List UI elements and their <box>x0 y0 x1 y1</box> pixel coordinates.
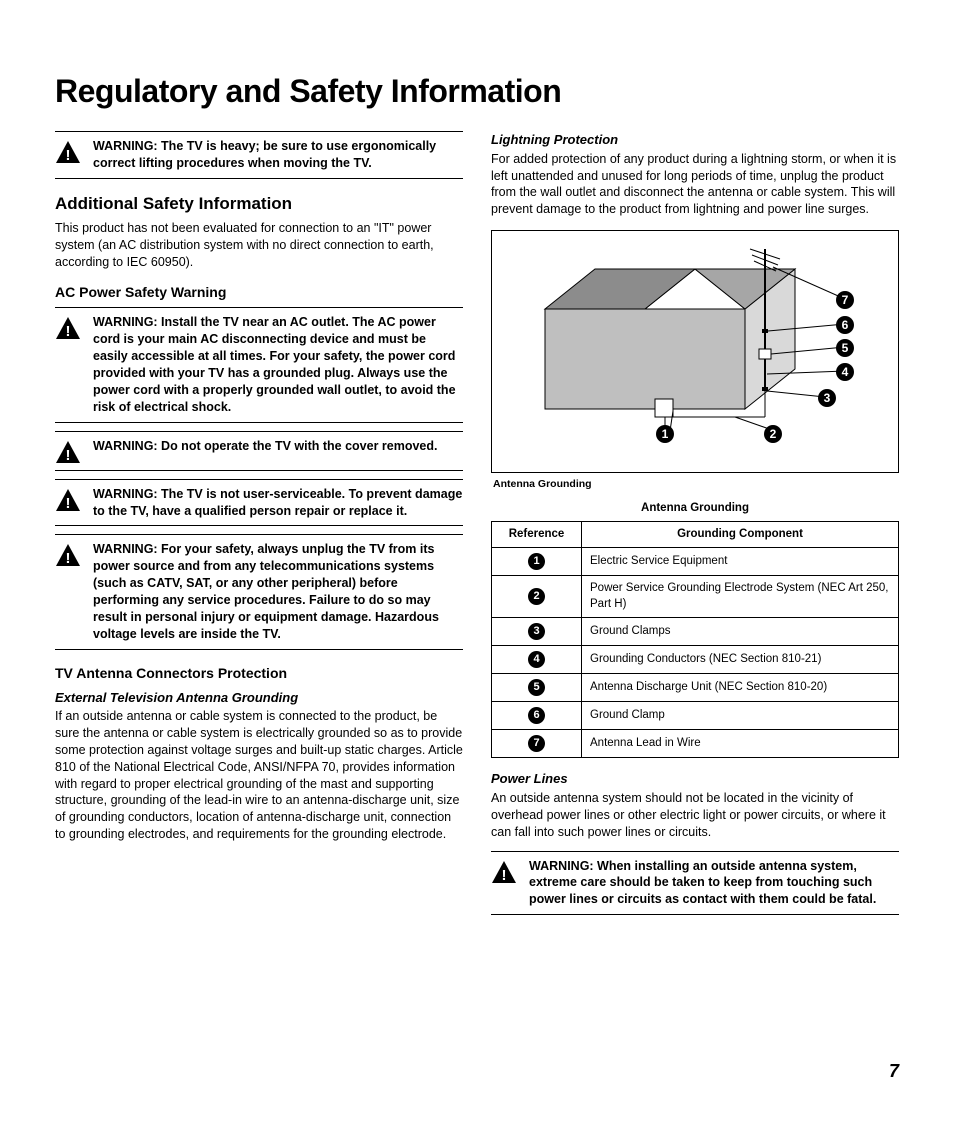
warning-lift: ! WARNING: The TV is heavy; be sure to u… <box>55 131 463 179</box>
table-row: 7Antenna Lead in Wire <box>492 730 899 758</box>
cell-component: Ground Clamp <box>582 702 899 730</box>
table-antenna-grounding: Antenna Grounding Reference Grounding Co… <box>491 501 899 758</box>
callout-5: 5 <box>836 339 854 357</box>
para-lightning: For added protection of any product duri… <box>491 151 899 219</box>
table-header-row: Reference Grounding Component <box>492 521 899 548</box>
warning-icon: ! <box>55 314 83 415</box>
col-reference: Reference <box>492 521 582 548</box>
cell-component: Antenna Lead in Wire <box>582 730 899 758</box>
col-grounding-component: Grounding Component <box>582 521 899 548</box>
callout-1: 1 <box>656 425 674 443</box>
table-row: 1Electric Service Equipment <box>492 548 899 576</box>
warning-icon: ! <box>55 438 83 464</box>
heading-lightning: Lightning Protection <box>491 131 899 149</box>
cell-reference: 5 <box>492 674 582 702</box>
warning-text: WARNING: When installing an outside ante… <box>529 858 899 909</box>
warning-text: WARNING: For your safety, always unplug … <box>93 541 463 642</box>
cell-component: Ground Clamps <box>582 618 899 646</box>
warning-icon: ! <box>55 541 83 642</box>
para-additional-safety: This product has not been evaluated for … <box>55 220 463 271</box>
svg-text:!: ! <box>66 550 71 567</box>
figure-caption: Antenna Grounding <box>493 477 899 491</box>
warning-ac-outlet: ! WARNING: Install the TV near an AC out… <box>55 307 463 422</box>
svg-text:!: ! <box>66 147 71 164</box>
warning-text: WARNING: The TV is not user-serviceable.… <box>93 486 463 520</box>
warning-icon: ! <box>55 486 83 520</box>
heading-external-grounding: External Television Antenna Grounding <box>55 689 463 707</box>
callout-2: 2 <box>764 425 782 443</box>
table-row: 2Power Service Grounding Electrode Syste… <box>492 576 899 618</box>
cell-reference: 1 <box>492 548 582 576</box>
callout-3: 3 <box>818 389 836 407</box>
heading-power-lines: Power Lines <box>491 770 899 788</box>
svg-text:!: ! <box>502 867 507 884</box>
page-number: 7 <box>889 1059 899 1083</box>
right-column: Lightning Protection For added protectio… <box>491 131 899 929</box>
cell-component: Grounding Conductors (NEC Section 810-21… <box>582 646 899 674</box>
para-power-lines: An outside antenna system should not be … <box>491 790 899 841</box>
warning-text: WARNING: Do not operate the TV with the … <box>93 438 437 464</box>
cell-reference: 6 <box>492 702 582 730</box>
warning-icon: ! <box>55 138 83 172</box>
table-row: 4Grounding Conductors (NEC Section 810-2… <box>492 646 899 674</box>
house-diagram: 1 2 3 4 5 6 7 <box>500 239 890 464</box>
cell-component: Antenna Discharge Unit (NEC Section 810-… <box>582 674 899 702</box>
svg-text:!: ! <box>66 323 71 340</box>
figure-antenna-grounding: 1 2 3 4 5 6 7 <box>491 230 899 473</box>
table-caption: Antenna Grounding <box>491 501 899 517</box>
heading-ac-power: AC Power Safety Warning <box>55 283 463 302</box>
warning-service: ! WARNING: The TV is not user-serviceabl… <box>55 479 463 527</box>
cell-reference: 2 <box>492 576 582 618</box>
cell-component: Power Service Grounding Electrode System… <box>582 576 899 618</box>
para-antenna: If an outside antenna or cable system is… <box>55 708 463 843</box>
warning-text: WARNING: The TV is heavy; be sure to use… <box>93 138 463 172</box>
warning-text: WARNING: Install the TV near an AC outle… <box>93 314 463 415</box>
page-title: Regulatory and Safety Information <box>55 70 899 113</box>
callout-7: 7 <box>836 291 854 309</box>
warning-unplug: ! WARNING: For your safety, always unplu… <box>55 534 463 649</box>
callout-6: 6 <box>836 316 854 334</box>
cell-component: Electric Service Equipment <box>582 548 899 576</box>
two-column-layout: ! WARNING: The TV is heavy; be sure to u… <box>55 131 899 929</box>
table-row: 6Ground Clamp <box>492 702 899 730</box>
heading-tv-antenna: TV Antenna Connectors Protection <box>55 664 463 683</box>
warning-icon: ! <box>491 858 519 909</box>
callout-4: 4 <box>836 363 854 381</box>
warning-cover: ! WARNING: Do not operate the TV with th… <box>55 431 463 471</box>
svg-text:!: ! <box>66 447 71 464</box>
left-column: ! WARNING: The TV is heavy; be sure to u… <box>55 131 463 929</box>
svg-text:!: ! <box>66 495 71 512</box>
cell-reference: 3 <box>492 618 582 646</box>
warning-power-lines: ! WARNING: When installing an outside an… <box>491 851 899 916</box>
table-row: 5Antenna Discharge Unit (NEC Section 810… <box>492 674 899 702</box>
table-row: 3Ground Clamps <box>492 618 899 646</box>
cell-reference: 4 <box>492 646 582 674</box>
cell-reference: 7 <box>492 730 582 758</box>
heading-additional-safety: Additional Safety Information <box>55 193 463 216</box>
